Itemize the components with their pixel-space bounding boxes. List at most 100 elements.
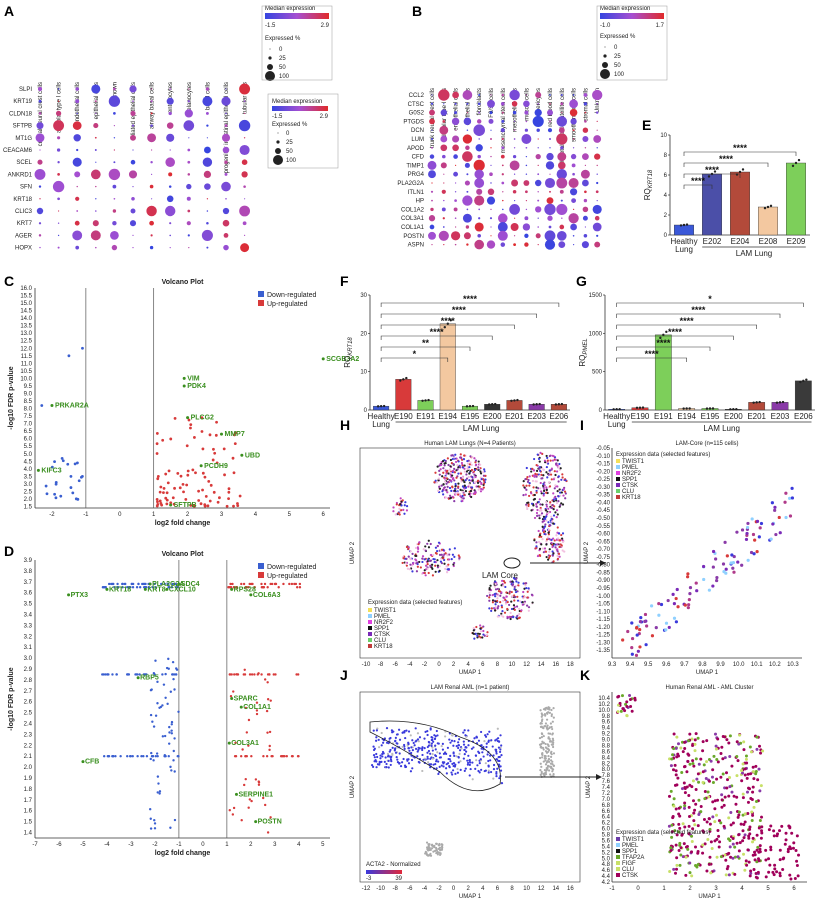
x-axis-label: UMAP 1 [696, 670, 719, 676]
volcano-point-up [268, 673, 271, 676]
x-tick-label: -4 [407, 662, 413, 668]
volcano-point-up [243, 668, 246, 671]
dotplot-dot [512, 190, 517, 194]
umap-cell [564, 479, 567, 482]
y-tick-label: 6.2 [602, 821, 611, 827]
umap-cell [494, 580, 497, 583]
umap-cell [438, 553, 442, 557]
umap-cell [547, 744, 550, 748]
dotplot-dot [511, 101, 518, 107]
x-tick-label: -4 [104, 842, 110, 848]
umap-cell [393, 749, 396, 752]
dotplot-dot [441, 189, 446, 194]
volcano-point-up [238, 494, 242, 498]
x-tick-label: E206 [794, 412, 813, 421]
umap-cell [550, 708, 553, 712]
panel-c-volcano: Volcano Plot-2 -1 0 1 2 3 4 5 61.52.02.53.03.54.… [8, 279, 359, 527]
umap-cell [470, 486, 474, 489]
volcano-point-down [149, 817, 152, 820]
volcano-gene-label: PLA2G2A [152, 581, 184, 588]
volcano-point-up [240, 755, 243, 758]
umap-cell [399, 497, 402, 500]
y-axis-label: UMAP 2 [350, 541, 356, 564]
umap-cell [674, 773, 678, 777]
umap-cell [518, 600, 522, 603]
x-tick-label: 1 [662, 886, 666, 892]
umap-cell [674, 620, 678, 624]
umap-cell [549, 755, 553, 758]
umap-cell [442, 493, 445, 496]
volcano-label-point [240, 453, 244, 457]
size-legend-label: 0 [614, 45, 618, 51]
umap-cell [504, 598, 507, 601]
dotplot-column-label: mesothelial cells [513, 88, 519, 132]
umap-cell [545, 486, 548, 489]
umap-cell [723, 540, 727, 544]
umap-cell [543, 459, 547, 462]
x-tick-label: -6 [407, 886, 413, 892]
umap-cell [494, 603, 497, 606]
dotplot-dot [490, 182, 492, 184]
umap-cell [717, 819, 721, 823]
dotplot-dot [35, 133, 45, 143]
umap-cell [561, 549, 564, 552]
size-legend-dot [603, 54, 607, 58]
umap-cell [722, 824, 726, 828]
y-tick-label: -0.35 [596, 493, 610, 499]
volcano-point-up [244, 706, 248, 710]
volcano-point-up [236, 502, 239, 505]
umap-cell [489, 770, 493, 774]
bar-replicate-point [735, 173, 739, 176]
umap-cell [788, 873, 792, 877]
umap-cell [457, 554, 460, 557]
panel-k-umap: Human Renal AML - AML Cluster4.24.44.64.… [586, 685, 807, 900]
volcano-point-down [163, 753, 167, 757]
umap-cell [485, 745, 488, 749]
umap-cell [506, 607, 509, 611]
dotplot-dot [509, 89, 520, 101]
volcano-point-up [218, 496, 221, 500]
umap-cell [537, 487, 540, 490]
umap-cell [467, 744, 470, 747]
dotplot-dot [525, 164, 528, 167]
volcano-label-point [239, 705, 243, 709]
volcano-point-up [228, 673, 232, 676]
umap-cell [555, 501, 559, 505]
significance-stars: **** [705, 165, 720, 175]
volcano-point-down [157, 782, 160, 785]
legend-label: TWIST1 [622, 459, 645, 465]
umap-cell [550, 467, 554, 470]
umap-cell [438, 843, 441, 847]
umap-cell [499, 750, 502, 754]
dotplot-dot [584, 111, 587, 114]
umap-cell [788, 514, 793, 518]
umap-cell [551, 767, 554, 770]
umap-cell [480, 747, 483, 750]
panel-letter-h: H [340, 417, 350, 433]
dotplot-row-label: ANKRD1 [8, 172, 33, 178]
umap-cell [469, 455, 472, 458]
umap-cell [478, 480, 482, 483]
umap-cell [426, 567, 429, 570]
volcano-point-up [231, 813, 235, 816]
umap-cell [686, 760, 690, 764]
volcano-gene-label: COL3A1 [231, 740, 259, 747]
umap-cell [534, 547, 537, 550]
volcano-point-up [213, 451, 217, 455]
volcano-label-point [36, 468, 40, 472]
umap-cell [788, 496, 792, 501]
volcano-point-up [266, 731, 269, 734]
umap-cell [400, 509, 403, 512]
umap-cell [690, 874, 694, 878]
dotplot-dot [429, 118, 435, 125]
bar-replicate-point [665, 330, 668, 334]
umap-cell [544, 771, 547, 774]
umap-cell [474, 468, 477, 472]
dotplot-dot [501, 164, 504, 167]
umap-cell [783, 500, 787, 504]
umap-cell [621, 707, 625, 711]
bar-replicate-point [468, 404, 472, 408]
dotplot-dot [478, 217, 481, 220]
umap-cell [710, 775, 714, 779]
umap-cell [381, 750, 385, 754]
